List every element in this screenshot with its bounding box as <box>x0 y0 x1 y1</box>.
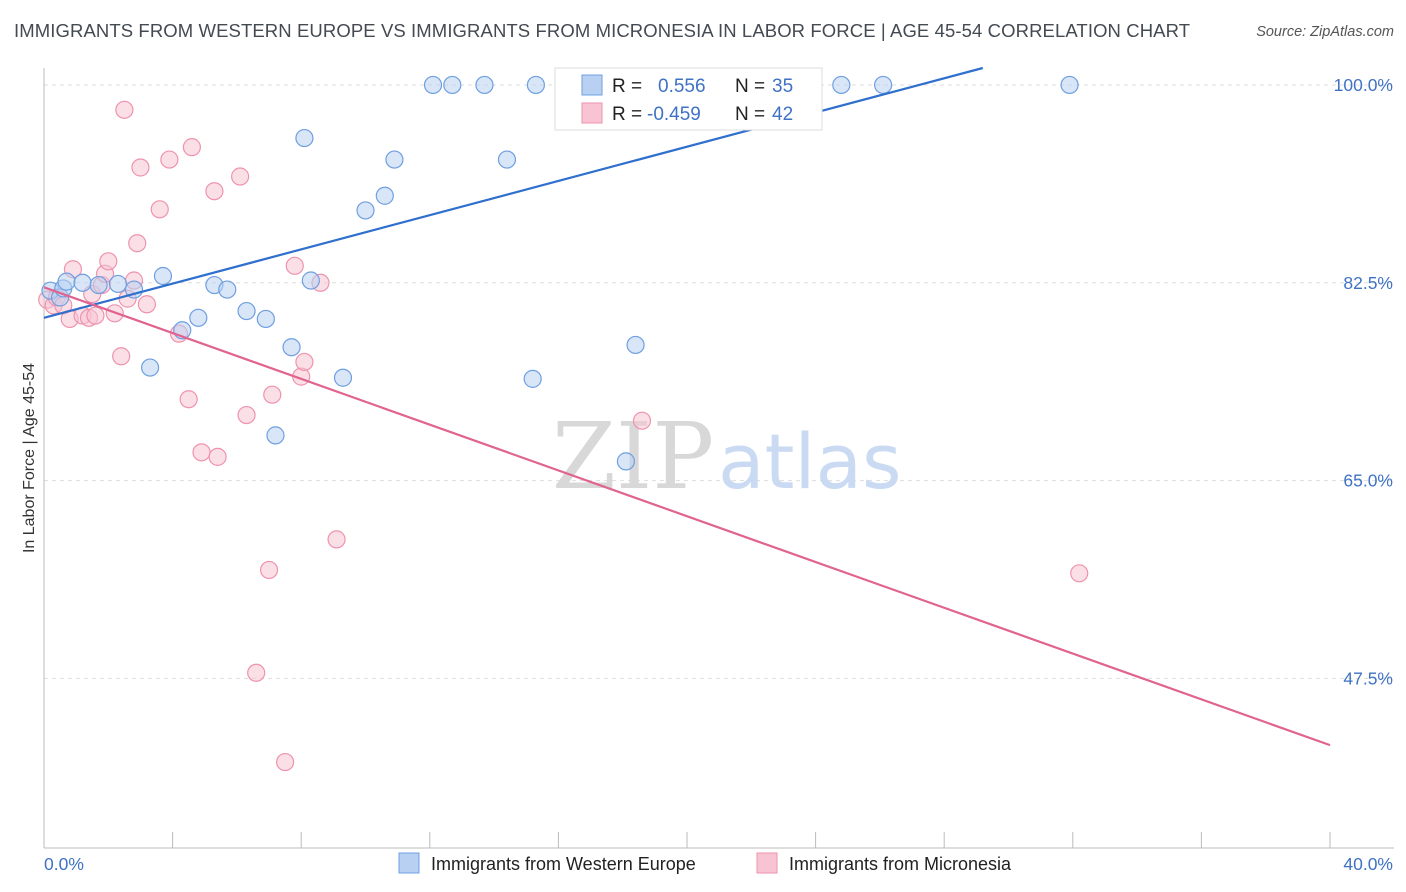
micronesia-point <box>150 200 169 219</box>
western-europe-point <box>256 309 275 329</box>
western-europe-point <box>385 150 404 169</box>
micronesia-point <box>237 405 256 425</box>
western-europe-point <box>237 301 256 321</box>
western-europe-point <box>108 274 128 294</box>
western-europe-point <box>218 280 237 299</box>
stats-swatch-blue <box>581 74 603 96</box>
western-europe-point <box>189 308 208 327</box>
western-europe-point <box>423 75 443 95</box>
source-label: Source: ZipAtlas.com <box>1256 24 1394 40</box>
western-europe-point <box>475 75 494 95</box>
western-europe-point <box>626 335 645 355</box>
micronesia-point <box>192 443 211 462</box>
micronesia-point <box>263 385 282 404</box>
micronesia-point <box>182 138 201 157</box>
micronesia-point <box>208 447 227 466</box>
y-axis-title: In Labor Force | Age 45-54 <box>21 363 38 553</box>
western-europe-point <box>497 150 517 169</box>
western-europe-point <box>375 186 394 205</box>
x-tick-labels: 0.0% 40.0% <box>44 854 1393 874</box>
western-europe-point <box>443 75 462 95</box>
western-europe-points <box>41 75 1079 471</box>
stats-pink-n-label: N = <box>735 104 765 125</box>
stats-pink-r-value: -0.459 <box>647 104 701 125</box>
x-ticks <box>172 832 1331 848</box>
micronesia-point <box>115 100 134 119</box>
stats-swatch-pink <box>581 102 603 124</box>
stats-blue-r-value: 0.556 <box>658 76 706 97</box>
y-tick-label: 100.0% <box>1334 75 1393 95</box>
micronesia-point <box>632 411 652 430</box>
micronesia-point <box>295 352 314 372</box>
legend-label-western-europe: Immigrants from Western Europe <box>431 854 696 874</box>
y-tick-labels: 100.0% 82.5% 65.0% 47.5% <box>1334 75 1393 688</box>
western-europe-point <box>89 275 108 295</box>
western-europe-point <box>140 358 160 377</box>
micronesia-point <box>247 663 266 682</box>
micronesia-point <box>112 347 131 366</box>
micronesia-point <box>160 150 179 169</box>
western-europe-point <box>301 271 320 290</box>
micronesia-point <box>327 530 346 549</box>
micronesia-point <box>131 158 150 177</box>
western-europe-point <box>1060 75 1079 95</box>
western-europe-point <box>832 75 851 95</box>
stats-blue-n-value: 35 <box>772 76 793 97</box>
micronesia-point <box>231 167 250 186</box>
western-europe-trend-line <box>43 66 984 319</box>
watermark-atlas: atlas <box>718 417 902 506</box>
trend-lines <box>43 66 1331 747</box>
western-europe-point <box>57 272 76 291</box>
x-tick-label: 0.0% <box>44 854 84 874</box>
y-tick-label: 47.5% <box>1343 668 1393 688</box>
legend: Immigrants from Western Europe Immigrant… <box>398 852 1012 874</box>
micronesia-point <box>179 390 198 409</box>
western-europe-point <box>523 369 542 388</box>
micronesia-point <box>137 295 156 314</box>
micronesia-point <box>1070 564 1089 583</box>
legend-swatch-micronesia <box>756 852 778 874</box>
western-europe-point <box>153 266 173 286</box>
micronesia-point <box>99 252 118 271</box>
stats-pink-r-label: R = <box>612 104 642 125</box>
western-europe-point <box>874 75 893 95</box>
axes <box>43 68 1394 849</box>
y-tick-label: 82.5% <box>1343 273 1393 293</box>
western-europe-point <box>266 426 285 445</box>
stats-pink-n-value: 42 <box>772 104 793 125</box>
western-europe-point <box>616 452 636 471</box>
western-europe-point <box>73 273 92 292</box>
stats-box: R = 0.556 N = 35 R = -0.459 N = 42 <box>554 67 823 131</box>
micronesia-point <box>205 182 224 201</box>
micronesia-point <box>276 752 295 772</box>
micronesia-point <box>86 306 105 325</box>
legend-swatch-western-europe <box>398 852 420 874</box>
y-tick-label: 65.0% <box>1343 471 1393 491</box>
micronesia-point <box>128 234 147 253</box>
micronesia-trend-line <box>43 286 1331 747</box>
stats-blue-n-label: N = <box>735 76 765 97</box>
stats-blue-r-label: R = <box>612 76 642 97</box>
micronesia-point <box>285 256 304 275</box>
chart-title: IMMIGRANTS FROM WESTERN EUROPE VS IMMIGR… <box>14 20 1191 41</box>
micronesia-point <box>259 560 279 580</box>
x-tick-label: 40.0% <box>1343 854 1393 874</box>
western-europe-point <box>295 128 314 148</box>
western-europe-point <box>356 201 375 220</box>
legend-label-micronesia: Immigrants from Micronesia <box>789 854 1012 874</box>
western-europe-point <box>282 338 301 357</box>
western-europe-point <box>526 75 545 95</box>
watermark: ZIP atlas <box>552 403 902 510</box>
western-europe-point <box>333 368 353 387</box>
